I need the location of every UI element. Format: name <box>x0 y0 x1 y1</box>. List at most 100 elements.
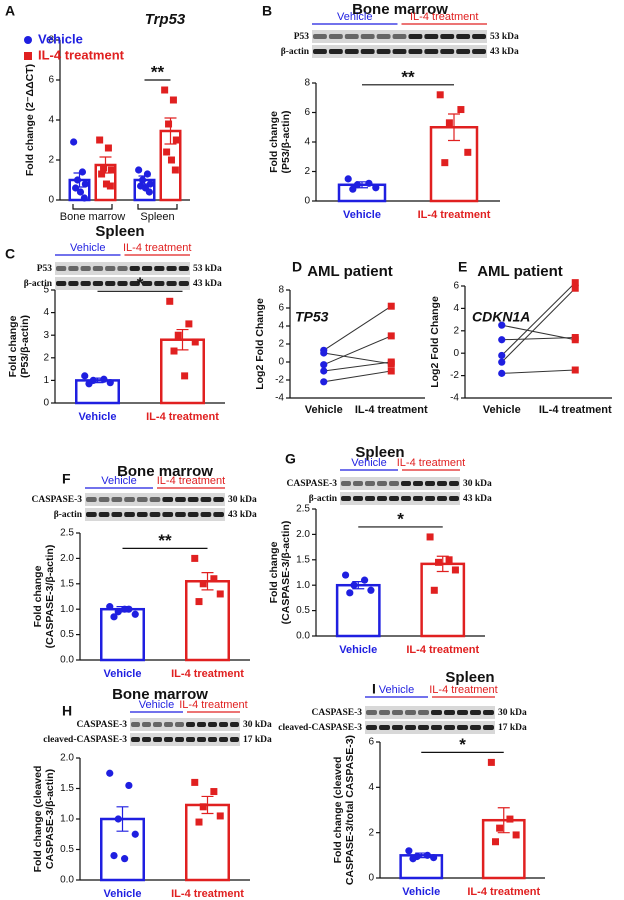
data-point <box>506 815 514 823</box>
data-point <box>121 605 129 613</box>
data-point <box>125 781 133 790</box>
data-point <box>100 375 108 383</box>
data-point <box>72 184 80 192</box>
blot-row-label: CASPASE-3 <box>287 479 338 489</box>
data-point <box>365 179 373 187</box>
blot-band <box>175 512 186 517</box>
blot-strip <box>365 706 495 719</box>
error-bar <box>448 113 460 142</box>
data-point <box>146 180 154 188</box>
blot-band <box>162 512 174 517</box>
x-tick-label: Vehicle <box>483 404 521 416</box>
blot-band <box>437 496 447 501</box>
blot-band <box>187 497 199 502</box>
blot-row-label: β-actin <box>24 279 53 289</box>
data-point <box>451 566 459 574</box>
blot-band <box>219 737 228 742</box>
y-axis-label: CASPASE-3/total CASPASE-3) <box>344 735 356 885</box>
data-point <box>445 119 453 127</box>
data-point <box>571 334 579 342</box>
x-tick-label: Bone marrow <box>60 211 125 223</box>
data-point <box>387 332 395 340</box>
blot-band <box>129 266 140 271</box>
panel-label: F <box>62 471 71 487</box>
y-tick-label: 4 <box>43 307 49 318</box>
data-point <box>98 170 106 178</box>
blot-band <box>187 512 199 517</box>
data-point <box>106 379 114 387</box>
y-axis-label: Fold change (cleaved <box>332 757 344 864</box>
group-bracket <box>72 204 113 210</box>
data-point <box>114 815 122 823</box>
data-point <box>143 170 152 178</box>
blot-band <box>360 49 375 54</box>
legend-marker <box>24 36 32 44</box>
x-tick-label: Vehicle <box>79 411 117 423</box>
blot-band <box>366 725 377 730</box>
y-tick-label: 1.5 <box>60 783 74 794</box>
blot-row-label: P53 <box>294 32 310 42</box>
bar <box>420 562 466 638</box>
data-point <box>492 838 499 846</box>
blot-strip <box>130 718 240 731</box>
blot-band <box>141 281 153 286</box>
data-point <box>210 788 218 796</box>
y-tick-label: 0.5 <box>60 844 74 855</box>
blot-group-label: IL-4 treatment <box>429 684 497 696</box>
data-point <box>210 575 218 583</box>
blot-size-label: 30 kDa <box>463 479 492 489</box>
x-tick-label: IL-4 treatment <box>539 404 612 416</box>
data-point <box>145 188 153 196</box>
blot-group-label: Vehicle <box>70 242 105 254</box>
y-tick-label: 0 <box>278 357 284 368</box>
blot-band <box>401 481 411 486</box>
y-axis-label: Fold change <box>268 111 280 173</box>
y-tick-label: 6 <box>368 737 374 748</box>
y-tick-label: 0.0 <box>296 631 310 642</box>
y-tick-label: 8 <box>278 285 284 296</box>
x-tick-label: Spleen <box>140 211 174 223</box>
chart-title: Trp53 <box>145 11 186 28</box>
blot-band <box>424 34 439 39</box>
blot-band <box>440 34 455 39</box>
blot-size-label: 17 kDa <box>498 723 527 733</box>
data-point <box>360 576 369 584</box>
significance-label: * <box>459 735 466 754</box>
x-tick-label: Vehicle <box>402 886 440 898</box>
legend-marker <box>24 52 32 60</box>
blot-band <box>166 266 177 271</box>
data-point <box>135 166 143 174</box>
y-tick-label: 8 <box>304 78 310 89</box>
blot-band <box>80 266 91 271</box>
significance-label: * <box>137 274 144 293</box>
data-point <box>349 185 357 193</box>
chart-title: Bone marrow <box>117 463 213 480</box>
data-point <box>216 590 224 598</box>
gene-label: CDKN1A <box>472 309 530 325</box>
data-point <box>571 279 579 287</box>
y-axis-label: Fold change <box>7 315 19 377</box>
data-point <box>110 852 118 860</box>
significance-label: ** <box>401 67 415 86</box>
blot-row-label: cleaved-CASPASE-3 <box>278 723 362 733</box>
blot-band <box>111 497 123 502</box>
y-axis-label: (P53/β-actin) <box>280 110 292 173</box>
chart-title: AML patient <box>477 263 563 280</box>
data-point <box>73 176 82 184</box>
data-point <box>70 138 78 146</box>
chart-title: Bone marrow <box>352 1 448 18</box>
y-tick-label: 2 <box>43 352 49 363</box>
panel-label: G <box>285 451 296 467</box>
data-line <box>323 352 392 365</box>
blot-band <box>376 34 391 39</box>
blot-band <box>457 710 468 715</box>
data-point <box>464 148 472 156</box>
blot-size-label: 43 kDa <box>490 47 519 57</box>
legend-label: Vehicle <box>38 31 83 46</box>
blot-group-label: Vehicle <box>337 11 372 23</box>
blot-band <box>68 266 79 271</box>
blot-band <box>425 496 435 501</box>
data-point <box>496 824 504 832</box>
blot-band <box>141 266 153 271</box>
